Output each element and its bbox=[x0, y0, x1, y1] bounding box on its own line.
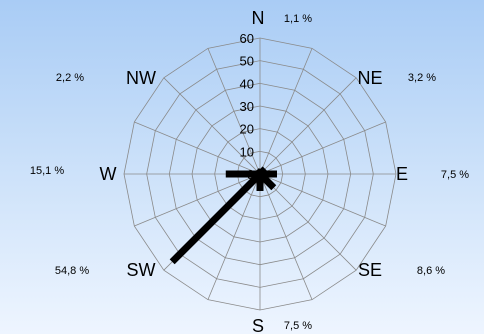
tick-label-0: 0 bbox=[247, 167, 254, 182]
radar-grid bbox=[123, 37, 397, 311]
tick-label-60: 60 bbox=[240, 31, 254, 46]
percentage-label-ne: 3,2 % bbox=[408, 72, 436, 84]
grid-spoke bbox=[207, 48, 261, 175]
grid-spoke bbox=[163, 77, 261, 175]
direction-label-n: N bbox=[252, 8, 265, 28]
grid-spoke bbox=[207, 173, 261, 300]
grid-spoke bbox=[259, 77, 357, 175]
grid-spoke bbox=[134, 173, 261, 227]
chart-labels: 10 20 30 40 50 60 0 N 1,1 % NE 3,2 % E 7,5 % SE 8,6 % S… bbox=[30, 8, 469, 334]
percentage-label-se: 8,6 % bbox=[417, 265, 445, 277]
wind-bars bbox=[169, 166, 277, 265]
tick-label-30: 30 bbox=[240, 99, 254, 114]
direction-label-e: E bbox=[396, 164, 408, 184]
percentage-label-e: 7,5 % bbox=[441, 169, 469, 181]
direction-label-nw: NW bbox=[126, 68, 156, 88]
grid-spoke bbox=[259, 173, 313, 300]
direction-label-s: S bbox=[252, 316, 264, 334]
percentage-label-n: 1,1 % bbox=[284, 13, 312, 25]
direction-label-sw: SW bbox=[127, 260, 156, 280]
tick-label-20: 20 bbox=[240, 122, 254, 137]
center-dot bbox=[255, 169, 265, 179]
direction-label-w: W bbox=[100, 164, 117, 184]
grid-spoke bbox=[259, 173, 357, 271]
direction-label-ne: NE bbox=[357, 68, 382, 88]
percentage-label-sw: 54,8 % bbox=[55, 265, 89, 277]
direction-label-se: SE bbox=[358, 260, 382, 280]
percentage-label-s: 7,5 % bbox=[284, 320, 312, 332]
percentage-label-nw: 2,2 % bbox=[56, 72, 84, 84]
tick-label-50: 50 bbox=[240, 54, 254, 69]
tick-label-10: 10 bbox=[240, 144, 254, 159]
grid-spoke bbox=[259, 121, 386, 175]
tick-label-40: 40 bbox=[240, 76, 254, 91]
wind-bar-sw bbox=[169, 171, 263, 265]
grid-spoke bbox=[134, 121, 261, 175]
grid-spoke bbox=[259, 48, 313, 175]
percentage-label-w: 15,1 % bbox=[30, 165, 64, 177]
grid-spoke bbox=[259, 173, 386, 227]
